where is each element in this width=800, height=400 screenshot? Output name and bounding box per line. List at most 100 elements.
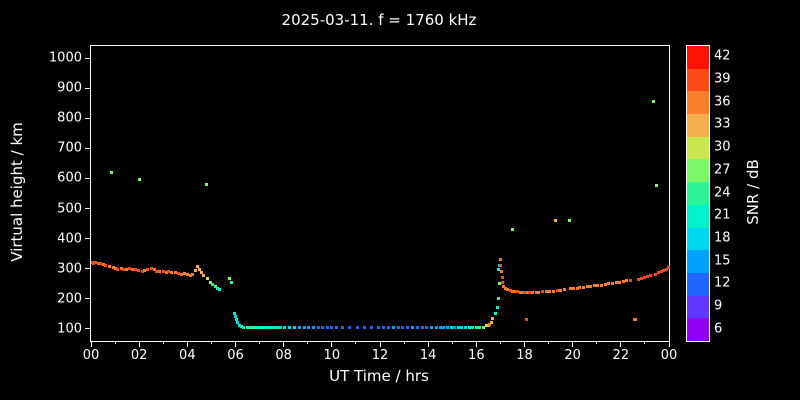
data-point <box>234 314 237 318</box>
x-minor-tick-mark <box>114 341 116 344</box>
colorbar-band <box>687 68 709 92</box>
data-point <box>140 269 144 273</box>
data-point <box>230 280 234 284</box>
x-tick-mark <box>138 341 140 347</box>
data-point <box>161 269 165 273</box>
x-tick-mark <box>379 341 381 347</box>
data-point <box>138 178 142 182</box>
data-point <box>125 268 129 272</box>
data-point <box>555 289 559 293</box>
x-minor-tick-mark <box>307 341 309 344</box>
data-point <box>494 311 498 315</box>
data-point <box>158 270 162 274</box>
data-point <box>548 289 552 293</box>
data-point <box>521 290 525 294</box>
data-point <box>130 268 134 272</box>
data-point <box>236 320 240 324</box>
data-point <box>213 285 217 289</box>
data-point <box>575 286 579 290</box>
data-point <box>146 268 150 272</box>
x-tick-mark <box>620 341 622 347</box>
data-point <box>491 316 495 320</box>
data-point <box>666 266 670 270</box>
data-point <box>197 267 201 271</box>
colorbar-tick-labels: 6 9 12 15 18 21 24 27 30 33 36 39 42 <box>714 45 754 340</box>
colorbar-tick-label: 18 <box>714 230 731 246</box>
data-point <box>240 325 244 329</box>
colorbar-band <box>687 249 709 273</box>
data-point <box>478 325 482 329</box>
data-point <box>474 326 478 330</box>
data-point <box>170 271 174 275</box>
data-point <box>531 291 535 295</box>
data-point <box>232 311 236 315</box>
data-point <box>653 272 657 276</box>
data-point <box>99 261 103 265</box>
data-point <box>90 260 94 264</box>
data-point <box>572 287 576 291</box>
data-point <box>600 283 604 287</box>
data-point <box>636 277 640 281</box>
data-point <box>264 326 268 330</box>
data-point <box>510 228 514 232</box>
data-point <box>215 287 219 291</box>
x-tick-mark <box>186 341 188 347</box>
data-point <box>460 326 464 330</box>
data-point <box>152 268 156 272</box>
data-point <box>562 288 566 292</box>
data-point <box>227 276 231 280</box>
y-tick-label: 300 <box>57 261 82 277</box>
data-point <box>164 270 168 274</box>
x-tick-label: 10 <box>323 348 341 363</box>
data-point <box>176 271 180 275</box>
data-point <box>377 325 381 329</box>
x-tick-label: 12 <box>371 348 389 363</box>
data-point <box>657 271 661 275</box>
x-tick-label: 16 <box>468 348 485 363</box>
plot-area: 100 200 300 400 500 600 700 800 900 1000 00 02 04 06 0… <box>49 45 677 363</box>
data-point <box>104 264 108 268</box>
data-point <box>94 261 98 265</box>
colorbar-band <box>687 113 709 137</box>
data-point <box>382 326 386 330</box>
colorbar-tick-label: 21 <box>714 207 731 223</box>
data-point <box>489 321 493 325</box>
data-point <box>430 326 434 330</box>
data-point <box>523 291 527 295</box>
data-point <box>283 326 287 330</box>
data-point <box>362 325 366 329</box>
y-tick-mark <box>85 208 91 210</box>
data-point <box>273 325 276 329</box>
x-minor-tick-mark <box>210 341 212 344</box>
x-tick-label: 06 <box>227 348 244 363</box>
y-tick-mark <box>85 87 91 89</box>
data-point <box>610 281 614 285</box>
data-point <box>435 325 439 329</box>
x-minor-tick-mark <box>451 341 453 344</box>
data-point <box>596 283 600 287</box>
x-tick-mark <box>235 341 236 347</box>
data-point <box>496 267 500 271</box>
y-tick-label: 100 <box>57 321 82 337</box>
data-point <box>625 279 629 283</box>
data-point <box>614 281 618 285</box>
data-point <box>589 285 593 288</box>
y-tick-label: 700 <box>57 140 82 156</box>
x-tick-label: 08 <box>275 348 292 363</box>
y-tick-mark <box>85 298 91 300</box>
data-point <box>252 326 256 330</box>
data-point <box>603 282 607 286</box>
data-point <box>551 289 555 293</box>
data-point <box>449 325 453 329</box>
x-minor-tick-mark <box>548 341 550 344</box>
data-point <box>518 290 522 294</box>
data-point <box>208 280 212 284</box>
data-point <box>167 270 171 274</box>
data-point <box>513 289 517 293</box>
data-point <box>179 272 183 276</box>
data-point <box>655 184 659 188</box>
data-point <box>134 267 138 271</box>
data-point <box>248 325 252 329</box>
x-minor-tick-mark <box>355 341 357 344</box>
